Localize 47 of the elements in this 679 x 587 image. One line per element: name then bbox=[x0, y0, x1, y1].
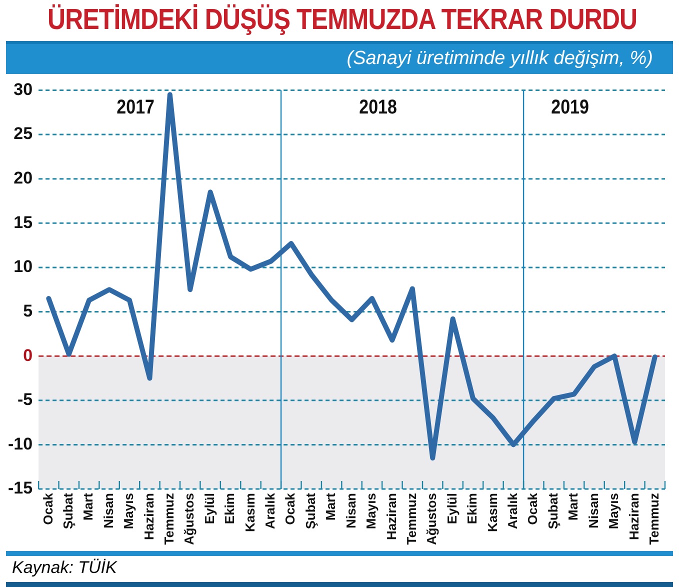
x-tick-label: Şubat bbox=[545, 492, 560, 530]
x-tick-label: Ağustos bbox=[182, 493, 197, 545]
x-tick-label: Eylül bbox=[444, 493, 460, 524]
x-tick-label: Haziran bbox=[384, 492, 399, 540]
x-tick-label: Mart bbox=[566, 492, 581, 520]
annotation: 2017 bbox=[116, 95, 154, 118]
x-tick-label: Aralık bbox=[262, 492, 278, 530]
annotation: 2019 bbox=[551, 95, 589, 118]
y-tick-label: 5 bbox=[23, 301, 33, 320]
x-tick-label: Ekim bbox=[222, 493, 238, 524]
y-tick-label: 20 bbox=[14, 168, 33, 188]
x-tick-label: Haziran bbox=[141, 492, 156, 540]
x-tick-label: Ekim bbox=[464, 493, 480, 524]
x-tick-label: Temmuz bbox=[646, 492, 662, 545]
x-tick-label: Ocak bbox=[282, 492, 298, 525]
y-tick-label: 15 bbox=[14, 212, 33, 232]
x-tick-label: Nisan bbox=[100, 492, 116, 528]
x-tick-label: Ocak bbox=[40, 492, 56, 525]
x-tick-label: Nisan bbox=[586, 492, 601, 528]
x-tick-label: Aralık bbox=[505, 492, 520, 530]
x-tick-label: Mayıs bbox=[606, 493, 622, 530]
chart-title: ÜRETİMDEKİ DÜŞÜŞ TEMMUZDA TEKRAR DURDU bbox=[48, 4, 638, 37]
y-tick-label: 25 bbox=[14, 124, 33, 144]
x-tick-label: Şubat bbox=[302, 492, 318, 530]
y-tick-label: 10 bbox=[14, 257, 33, 276]
text: Kaynak: TÜİK bbox=[6, 551, 673, 587]
x-tick-label: Temmuz bbox=[404, 492, 419, 545]
y-tick-label: 0 bbox=[23, 346, 33, 365]
x-tick-label: Ağustos bbox=[424, 493, 440, 545]
x-tick-label: Eylül bbox=[202, 493, 217, 524]
x-tick-label: Mart bbox=[323, 492, 338, 520]
x-tick-label: Nisan bbox=[343, 492, 358, 528]
x-tick-label: Kasım bbox=[484, 493, 500, 532]
x-tick-label: Haziran bbox=[626, 492, 642, 540]
x-tick-label: Kasım bbox=[242, 493, 258, 532]
annotation: 2018 bbox=[359, 95, 397, 118]
x-tick-label: Şubat bbox=[60, 492, 76, 530]
y-tick-label: -10 bbox=[8, 434, 33, 454]
x-tick-label: Mayıs bbox=[121, 493, 136, 530]
y-tick-label: -5 bbox=[17, 390, 33, 410]
x-tick-label: Temmuz bbox=[161, 492, 176, 545]
y-tick-label: -15 bbox=[8, 478, 33, 498]
x-tick-label: Mart bbox=[80, 492, 96, 520]
y-tick-label: 30 bbox=[14, 80, 33, 99]
x-tick-label: Mayıs bbox=[364, 493, 379, 530]
x-tick-label: Ocak bbox=[525, 492, 540, 525]
chart-subtitle: (Sanayi üretiminde yıllık değişim, %) bbox=[6, 41, 673, 74]
